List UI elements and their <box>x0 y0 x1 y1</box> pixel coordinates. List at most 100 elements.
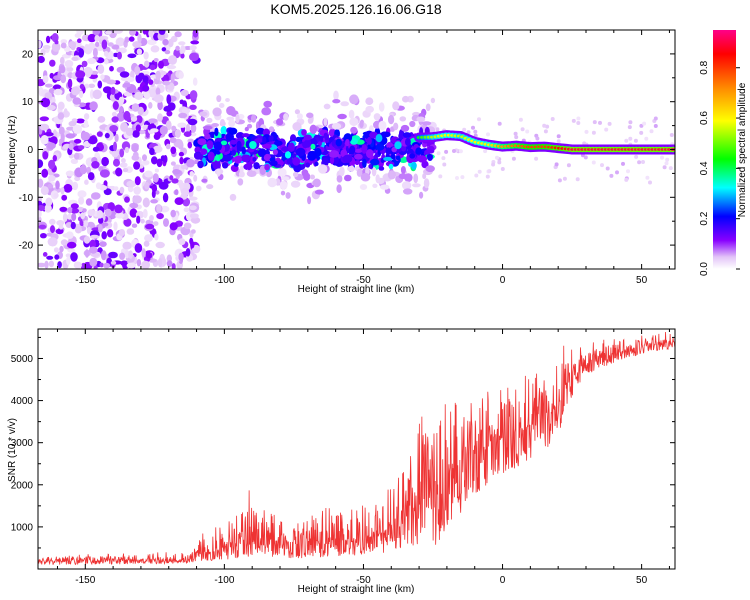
spectrogram-cell <box>187 141 193 149</box>
spectrogram-cell <box>83 236 91 244</box>
spectrogram-cell <box>621 161 625 166</box>
spectrogram-cell <box>119 186 125 194</box>
spectrogram-cell <box>169 175 174 181</box>
spectrogram-cell <box>329 150 339 158</box>
spectrogram-cell <box>73 261 82 269</box>
spectrogram-cell <box>126 228 135 235</box>
spectrogram-cell <box>413 173 419 184</box>
spectrogram-cell <box>220 125 227 136</box>
spectrogram-cell <box>136 215 141 224</box>
spectrogram-cell <box>649 129 654 134</box>
spectrogram-cell <box>193 174 198 182</box>
spectrogram-cell <box>163 218 169 227</box>
spectrogram-cell <box>112 101 119 110</box>
spectrogram-cell <box>166 110 173 117</box>
spectrogram-cell <box>144 234 153 243</box>
spectrogram-cell <box>267 177 278 188</box>
spectrogram-cell <box>303 172 311 181</box>
spectrogram-cell <box>400 124 410 132</box>
spectrogram-cell <box>79 164 87 175</box>
spectrogram-cell <box>168 38 174 48</box>
spectrogram-cell <box>144 91 150 100</box>
spectrogram-cell <box>106 229 114 238</box>
spectrogram-cell <box>79 90 84 98</box>
spectrogram-cell <box>38 262 46 268</box>
spectrogram-cell <box>104 58 109 65</box>
spectrogram-cell <box>166 94 172 105</box>
spectrogram-cell <box>487 169 492 174</box>
spectrogram-cell <box>87 136 98 145</box>
spectrogram-cell <box>336 175 343 183</box>
spectrogram-cell <box>500 167 505 171</box>
spectrogram-cell <box>665 157 670 162</box>
spectrogram-cell <box>340 101 350 107</box>
spectrogram-cell <box>575 177 580 182</box>
spectrogram-cell <box>123 218 132 227</box>
spectrogram-cell <box>59 56 65 65</box>
spectrogram-cell <box>178 151 184 157</box>
spectrogram-cell <box>156 158 163 168</box>
spectrogram-cell <box>172 169 181 175</box>
spectrogram-cell <box>350 138 358 145</box>
spectrogram-cell <box>58 222 64 230</box>
spectrogram-cell <box>452 149 456 153</box>
spectrogram-cell <box>283 113 289 121</box>
spectrogram-cell <box>40 48 46 56</box>
spectrogram-cell <box>78 48 85 58</box>
spectrogram-cell <box>144 60 150 68</box>
spectrogram-cell <box>398 132 403 140</box>
spectrogram-cell <box>48 175 56 182</box>
spectrogram-cell <box>425 165 435 173</box>
spectrogram-cell <box>497 121 502 126</box>
spectrogram-y-label: Frequency (Hz) <box>7 116 18 185</box>
spectrogram-cell <box>442 162 447 167</box>
spectrogram-cell <box>371 167 377 177</box>
spectrogram-cell <box>163 155 168 164</box>
spectrogram-cell <box>103 50 109 57</box>
spectrogram-x-tick-label: -150 <box>75 275 95 286</box>
spectrogram-cell <box>179 156 184 165</box>
spectrogram-cell <box>241 146 246 155</box>
spectrogram-cell <box>58 126 65 135</box>
spectrogram-cell <box>641 160 645 164</box>
spectrogram-cell <box>165 143 171 150</box>
spectrogram-cell <box>170 209 176 218</box>
snr-y-tick-label: 4000 <box>11 396 34 407</box>
spectrogram-cell <box>113 30 123 34</box>
spectrogram-cell <box>189 213 199 219</box>
spectrogram-cell <box>131 144 139 153</box>
spectrogram-cell <box>375 143 385 151</box>
spectrogram-cell <box>149 215 154 221</box>
spectrogram-cell <box>70 252 78 262</box>
spectrogram-cell <box>365 97 374 105</box>
spectrogram-cell <box>75 118 85 124</box>
spectrogram-cell <box>74 33 82 38</box>
spectrogram-cell <box>188 196 198 201</box>
spectrogram-cell <box>173 48 181 59</box>
spectrogram-cell <box>98 224 103 233</box>
spectrogram-cell <box>218 103 225 108</box>
spectrogram-cell <box>347 165 355 172</box>
spectrogram-cell <box>111 116 119 123</box>
spectrogram-cell <box>132 195 142 204</box>
spectrogram-cell <box>192 77 198 86</box>
spectrogram-cell <box>71 212 77 222</box>
spectrogram-cell <box>653 124 658 128</box>
spectrogram-cell <box>170 73 175 84</box>
spectrogram-cell <box>318 164 328 174</box>
spectrogram-cell <box>385 147 392 155</box>
spectrogram-cell <box>337 113 347 120</box>
spectrogram-cell <box>174 189 179 196</box>
spectrogram-cell <box>86 226 92 235</box>
spectrogram-cell <box>335 138 342 147</box>
snr-y-label: SNR (10 * v/v) <box>7 418 18 482</box>
spectrogram-cell <box>60 74 67 84</box>
spectrogram-cell <box>128 36 135 42</box>
spectrogram-cell <box>183 207 190 213</box>
spectrogram-cell <box>57 101 65 111</box>
spectrogram-cell <box>66 126 75 131</box>
spectrogram-cell <box>40 135 49 145</box>
spectrogram-cell <box>68 120 77 127</box>
spectrogram-cell <box>142 84 150 92</box>
spectrogram-cell <box>393 122 399 131</box>
